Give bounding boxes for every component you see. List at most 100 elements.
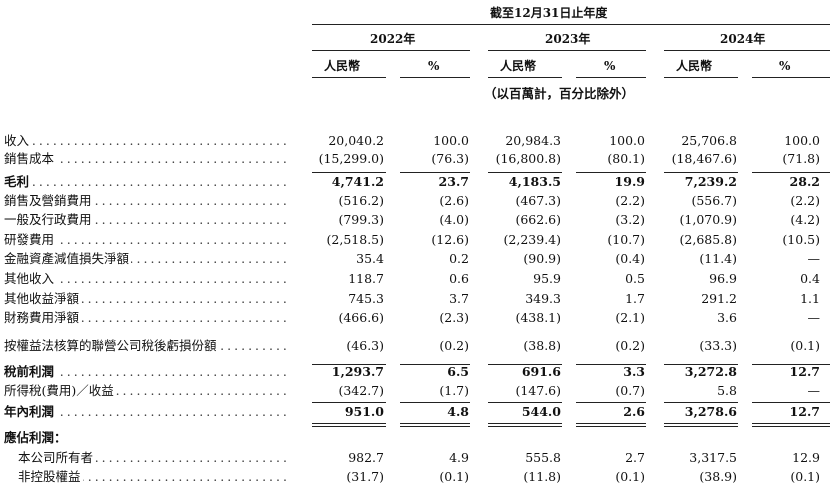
double-rule bbox=[400, 426, 470, 427]
year-2024-header: 2024年 bbox=[720, 32, 766, 46]
pct-value: (0.2) bbox=[439, 338, 469, 353]
pct-value: 6.5 bbox=[447, 364, 469, 379]
pct-value: 0.2 bbox=[449, 251, 469, 266]
pct-value: (0.4) bbox=[615, 251, 645, 266]
row-label-text: 研發費用 bbox=[4, 232, 57, 247]
col-pct-2024: % bbox=[779, 59, 791, 73]
rmb-value: (90.9) bbox=[523, 251, 561, 266]
double-rule bbox=[576, 423, 646, 424]
rmb-value: (15,299.0) bbox=[318, 151, 384, 166]
row-label-text: 收入 bbox=[4, 133, 32, 148]
pct-value: (2.2) bbox=[790, 193, 820, 208]
pct-value: (0.2) bbox=[615, 338, 645, 353]
period-title: 截至12月31日止年度 bbox=[490, 6, 608, 20]
pct-value: — bbox=[807, 383, 821, 398]
rmb-value: (2,518.5) bbox=[326, 232, 384, 247]
row-label: 研發費用....................................… bbox=[4, 232, 286, 248]
rmb-value: (342.7) bbox=[338, 383, 384, 398]
subtotal-rule-pretax bbox=[312, 364, 386, 365]
sub-rule-5 bbox=[664, 77, 738, 78]
subtotal-rule-profit bbox=[488, 402, 562, 403]
pct-value: (2.3) bbox=[439, 310, 469, 325]
row-label: 毛利......................................… bbox=[4, 174, 286, 190]
rmb-value: (556.7) bbox=[691, 193, 737, 208]
rmb-value: (16,800.8) bbox=[495, 151, 561, 166]
leader-dots: ........................................… bbox=[4, 174, 286, 189]
subtotal-rule-profit bbox=[752, 402, 830, 403]
row-label-text: 其他收入 bbox=[4, 271, 57, 286]
pct-value: 12.7 bbox=[789, 364, 820, 379]
pct-value: (0.1) bbox=[615, 469, 645, 484]
rmb-value: (2,239.4) bbox=[503, 232, 561, 247]
leader-dots: ........................................… bbox=[4, 232, 286, 247]
sub-rule-1 bbox=[312, 77, 386, 78]
rmb-value: 745.3 bbox=[348, 291, 384, 306]
pct-value: — bbox=[807, 251, 821, 266]
pct-value: 2.6 bbox=[623, 404, 645, 419]
rmb-value: 35.4 bbox=[356, 251, 384, 266]
rmb-value: 25,706.8 bbox=[681, 133, 737, 148]
row-label: 年內利潤....................................… bbox=[4, 404, 286, 420]
year-2023-rule bbox=[488, 50, 646, 51]
pct-value: 0.4 bbox=[800, 271, 820, 286]
subtotal-rule-gross bbox=[488, 172, 562, 173]
rmb-value: 3,272.8 bbox=[684, 364, 737, 379]
pct-value: (0.1) bbox=[790, 469, 820, 484]
pct-value: 4.8 bbox=[447, 404, 469, 419]
rmb-value: (438.1) bbox=[515, 310, 561, 325]
pct-value: — bbox=[807, 310, 821, 325]
row-label: 銷售成本....................................… bbox=[4, 151, 286, 167]
double-rule bbox=[312, 426, 386, 427]
row-label-text: 本公司所有者 bbox=[18, 450, 96, 465]
subtotal-rule-gross bbox=[664, 172, 738, 173]
pct-value: 3.7 bbox=[449, 291, 469, 306]
double-rule bbox=[664, 423, 738, 424]
double-rule bbox=[752, 426, 830, 427]
row-label-text: 所得稅(費用)／收益 bbox=[4, 383, 116, 398]
pct-value: (80.1) bbox=[607, 151, 645, 166]
pct-value: (1.7) bbox=[439, 383, 469, 398]
rmb-value: 5.8 bbox=[717, 383, 737, 398]
rmb-value: 3,278.6 bbox=[684, 404, 737, 419]
subtotal-rule-profit bbox=[576, 402, 646, 403]
pct-value: (0.1) bbox=[790, 338, 820, 353]
subtotal-rule-profit bbox=[312, 402, 386, 403]
year-2023-header: 2023年 bbox=[545, 32, 591, 46]
double-rule bbox=[576, 426, 646, 427]
pct-value: 12.9 bbox=[792, 450, 820, 465]
leader-dots: ........................................… bbox=[4, 364, 286, 379]
row-label-text: 銷售成本 bbox=[4, 151, 57, 166]
unit-note: （以百萬計，百分比除外） bbox=[484, 86, 635, 101]
rmb-value: 95.9 bbox=[533, 271, 561, 286]
subtotal-rule-pretax bbox=[488, 364, 562, 365]
sub-rule-6 bbox=[752, 77, 830, 78]
rmb-value: (18,467.6) bbox=[671, 151, 737, 166]
pct-value: (4.2) bbox=[790, 212, 820, 227]
rmb-value: 7,239.2 bbox=[684, 174, 737, 189]
pct-value: 100.0 bbox=[609, 133, 645, 148]
pct-value: (10.7) bbox=[607, 232, 645, 247]
subtotal-rule-gross bbox=[576, 172, 646, 173]
rmb-value: (11.8) bbox=[523, 469, 561, 484]
pct-value: (4.0) bbox=[439, 212, 469, 227]
pct-value: (2.2) bbox=[615, 193, 645, 208]
subtotal-rule-gross bbox=[312, 172, 386, 173]
col-rmb-2022: 人民幣 bbox=[324, 59, 361, 73]
row-label: 一般及行政費用.................................… bbox=[4, 212, 286, 228]
pct-value: (76.3) bbox=[431, 151, 469, 166]
pct-value: 2.7 bbox=[625, 450, 645, 465]
pct-value: (0.7) bbox=[615, 383, 645, 398]
double-rule bbox=[488, 426, 562, 427]
row-label: 應佔利潤： bbox=[4, 430, 286, 446]
pct-value: 19.9 bbox=[614, 174, 645, 189]
col-rmb-2024: 人民幣 bbox=[676, 59, 713, 73]
pct-value: 1.1 bbox=[800, 291, 820, 306]
row-label: 本公司所有者..................................… bbox=[18, 450, 286, 466]
rmb-value: (2,685.8) bbox=[679, 232, 737, 247]
year-2022-rule bbox=[312, 50, 470, 51]
row-label: 財務費用淨額..................................… bbox=[4, 310, 286, 326]
row-label-text: 應佔利潤： bbox=[4, 430, 69, 445]
pct-value: (2.6) bbox=[439, 193, 469, 208]
pct-value: 100.0 bbox=[433, 133, 469, 148]
row-label-text: 按權益法核算的聯營公司稅後虧損份額 bbox=[4, 338, 219, 353]
